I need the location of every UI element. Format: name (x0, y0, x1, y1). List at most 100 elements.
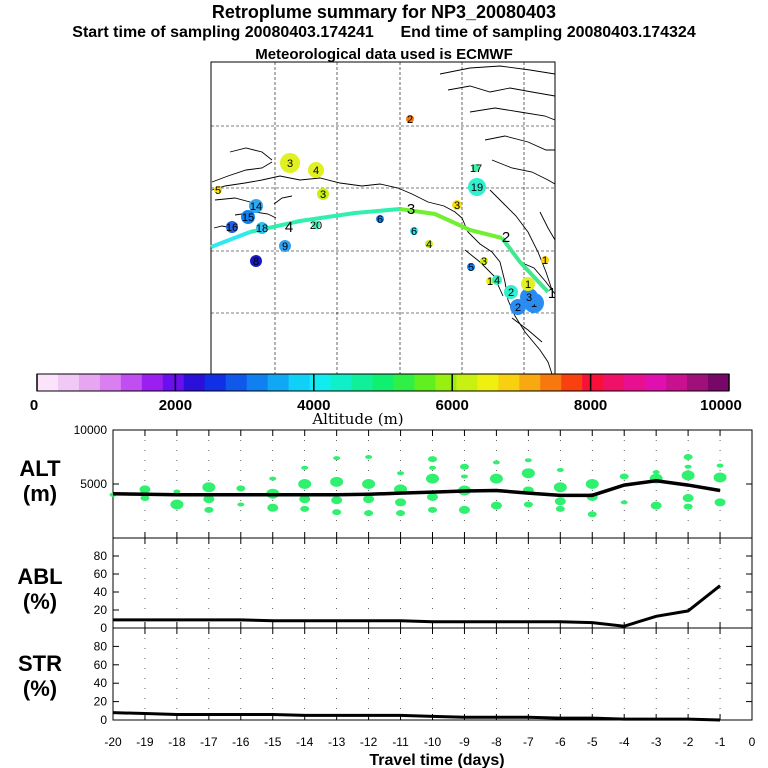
y-tick-label: 10000 (74, 423, 108, 437)
x-tick-label: -17 (200, 735, 218, 749)
alt-scatter-point (713, 472, 727, 483)
alt-scatter-point (490, 501, 502, 510)
alt-scatter-point (140, 495, 150, 502)
plume-label: 1 (548, 285, 556, 302)
y-axis-unit: (m) (23, 481, 57, 506)
alt-scatter-point (650, 501, 662, 510)
cluster-marker (521, 277, 535, 291)
alt-scatter-point (489, 473, 503, 484)
cluster-marker (280, 153, 300, 173)
alt-mean-line (112, 478, 721, 498)
alt-scatter-point (362, 479, 376, 489)
cluster-label: 17 (470, 163, 482, 175)
colorbar-cell (414, 374, 436, 391)
cluster-label: 4 (313, 165, 319, 177)
chart-title: Retroplume summary for NP3_20080403 (211, 2, 557, 22)
colorbar-cell (204, 374, 227, 391)
alt-scatter-point (553, 482, 567, 493)
alt-scatter-point (459, 463, 469, 470)
cluster-label: 5 (215, 185, 221, 197)
alt-scatter-point (458, 505, 470, 514)
y-axis-label: STR (18, 651, 62, 676)
cluster-label: 1 (542, 255, 548, 267)
alt-scatter-point (682, 494, 694, 503)
cluster-marker (312, 221, 320, 229)
alt-scatter-point (554, 497, 566, 506)
alt-scatter-point (203, 495, 215, 504)
cluster-label: 1 (487, 276, 493, 288)
y-tick-label: 0 (100, 713, 107, 727)
colorbar-cell (645, 374, 667, 391)
alt-scatter-point (524, 458, 532, 463)
cluster-label: 3 (481, 256, 487, 268)
cluster-label: 6 (377, 214, 383, 226)
alt-scatter-point (523, 501, 533, 508)
plume-label: 4 (285, 219, 293, 236)
cluster-marker (317, 188, 329, 200)
colorbar-cell (435, 374, 457, 391)
alt-scatter-point (363, 495, 375, 504)
colorbar-cell (99, 374, 122, 391)
cluster-marker (452, 200, 462, 210)
alt-scatter-point (236, 485, 246, 492)
colorbar-tick-label: 2000 (159, 397, 192, 414)
alt-scatter-point (681, 470, 695, 481)
cluster-label: 2 (407, 114, 413, 126)
x-tick-label: -14 (296, 735, 314, 749)
y-tick-label: 60 (94, 658, 108, 672)
colorbar-cell (78, 374, 101, 391)
y-tick-label: 80 (94, 639, 108, 653)
alt-scatter-point (396, 510, 406, 517)
colorbar-cell (687, 374, 709, 391)
alt-scatter-point (714, 498, 726, 507)
y-tick-label: 20 (94, 603, 108, 617)
alt-scatter-point (202, 482, 216, 493)
x-tick-label: -15 (264, 735, 282, 749)
plume-day-labels: 1 2 3 4 (285, 201, 556, 302)
colorbar-cell (498, 374, 520, 391)
y-tick-label: 0 (100, 621, 107, 635)
y-tick-label: 40 (94, 676, 108, 690)
cluster-label: 9 (282, 241, 288, 253)
met-data-note: Meteorological data used is ECMWF (255, 46, 513, 63)
cluster-marker (541, 256, 549, 264)
y-tick-label: 40 (94, 585, 108, 599)
str-line (112, 711, 721, 722)
alt-scatter-point (556, 467, 564, 472)
alt-scatter-point (330, 476, 344, 487)
colorbar-cell (225, 374, 248, 391)
colorbar-cell (246, 374, 269, 391)
y-axis-label: ABL (17, 564, 62, 589)
colorbar-cell (456, 374, 478, 391)
alt-scatter-point (300, 505, 310, 512)
cluster-marker (410, 227, 418, 235)
colorbar-cell (540, 374, 562, 391)
cluster-marker (279, 240, 291, 252)
cluster-label: 4 (494, 275, 500, 287)
cluster-label: 15 (242, 212, 254, 224)
x-axis: -20 -19 -18 -17 -16 -15 -14 -13 -12 -11 -10 -9 -8 -7-… (104, 735, 755, 768)
alt-scatter-point (301, 465, 309, 470)
colorbar-tick-label: 0 (30, 397, 38, 414)
x-tick-label: -12 (360, 735, 378, 749)
cluster-marker (406, 115, 414, 123)
alt-scatter-point (397, 471, 405, 476)
alt-scatter-point (331, 496, 343, 505)
cluster-label: 3 (287, 158, 293, 170)
alt-scatter-point (173, 489, 181, 494)
cluster-label: 19 (471, 182, 483, 194)
alt-scatter-point (299, 495, 311, 504)
alt-scatter-point (428, 456, 437, 463)
x-tick-label: 0 (749, 735, 756, 749)
alt-scatter-point (427, 492, 438, 501)
alt-scatter-point (426, 473, 439, 484)
alt-scatter-point (139, 485, 151, 494)
coastlines (211, 65, 556, 375)
x-tick-label: -11 (392, 735, 409, 749)
cluster-label: 2 (515, 302, 521, 314)
x-tick-label: -1 (715, 735, 726, 749)
colorbar-label: Altitude (m) (311, 410, 403, 428)
alt-scatter-point (170, 499, 184, 510)
alt-panel: 10000 5000 ALT(m) (19, 423, 753, 539)
